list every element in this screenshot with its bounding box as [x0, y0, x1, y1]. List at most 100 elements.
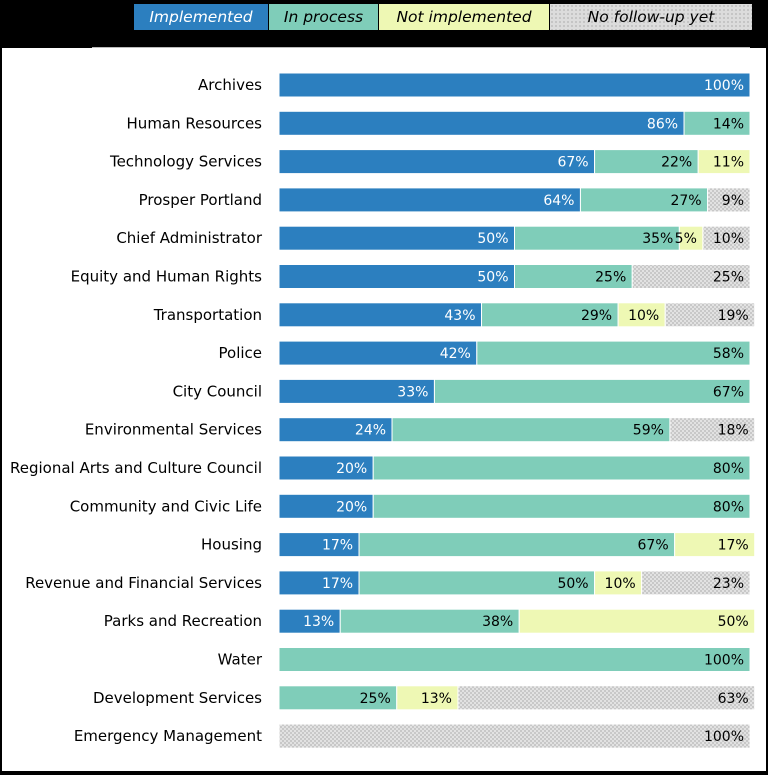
bar-community-and-civic-life-in-process	[372, 493, 751, 519]
bar-parks-and-recreation-not-implemented	[518, 608, 756, 634]
bar-transportation-in-process	[481, 302, 619, 328]
bar-housing-implemented	[278, 532, 360, 558]
bar-housing-in-process	[358, 532, 676, 558]
data-label-technology-services-not-implemented: 11%	[713, 155, 744, 171]
bar-emergency-management-no-follow-up-yet	[278, 723, 751, 749]
data-label-prosper-portland-in-process: 27%	[670, 193, 701, 209]
data-label-development-services-in-process: 25%	[360, 691, 391, 707]
data-label-emergency-management-no-follow-up-yet: 100%	[704, 729, 744, 745]
data-label-parks-and-recreation-not-implemented: 50%	[718, 614, 749, 630]
bar-human-resources-in-process	[683, 110, 751, 136]
data-label-revenue-and-financial-services-implemented: 17%	[322, 576, 353, 592]
data-label-regional-arts-and-culture-council-in-process: 80%	[713, 461, 744, 477]
bar-regional-arts-and-culture-council-implemented	[278, 455, 374, 481]
data-label-development-services-no-follow-up-yet: 63%	[718, 691, 749, 707]
category-label-human-resources: Human Resources	[127, 114, 263, 132]
category-label-parks-and-recreation: Parks and Recreation	[104, 612, 262, 630]
bar-technology-services-implemented	[278, 149, 596, 175]
bar-housing-not-implemented	[674, 532, 756, 558]
legend-item-in-process: In process	[269, 4, 379, 30]
bar-development-services-in-process	[278, 685, 398, 711]
data-label-housing-implemented: 17%	[322, 538, 353, 554]
data-label-transportation-no-follow-up-yet: 19%	[718, 308, 749, 324]
bar-environmental-services-no-follow-up-yet	[669, 417, 756, 443]
category-label-prosper-portland: Prosper Portland	[139, 191, 262, 209]
data-label-equity-and-human-rights-in-process: 25%	[595, 270, 626, 286]
legend-blank-cell	[73, 4, 134, 30]
category-label-environmental-services: Environmental Services	[85, 421, 262, 439]
data-label-human-resources-implemented: 86%	[647, 116, 678, 132]
data-label-water-in-process: 100%	[704, 653, 744, 669]
data-label-revenue-and-financial-services-in-process: 50%	[557, 576, 588, 592]
category-label-archives: Archives	[198, 76, 262, 94]
data-label-community-and-civic-life-implemented: 20%	[336, 499, 367, 515]
data-label-equity-and-human-rights-implemented: 50%	[477, 270, 508, 286]
bar-chief-administrator-implemented	[278, 225, 515, 251]
bar-transportation-implemented	[278, 302, 483, 328]
data-label-transportation-not-implemented: 10%	[628, 308, 659, 324]
bar-parks-and-recreation-in-process	[339, 608, 520, 634]
data-label-environmental-services-in-process: 59%	[633, 423, 664, 439]
bar-environmental-services-implemented	[278, 417, 393, 443]
bar-chief-administrator-in-process	[514, 225, 680, 251]
data-label-prosper-portland-implemented: 64%	[543, 193, 574, 209]
category-label-community-and-civic-life: Community and Civic Life	[70, 497, 262, 515]
legend-item-no-follow-up: No follow-up yet	[550, 4, 752, 30]
data-label-revenue-and-financial-services-not-implemented: 10%	[605, 576, 636, 592]
bar-police-in-process	[476, 340, 751, 366]
data-label-equity-and-human-rights-no-follow-up-yet: 25%	[713, 270, 744, 286]
data-label-chief-administrator-no-follow-up-yet: 10%	[713, 231, 744, 247]
bar-technology-services-in-process	[594, 149, 699, 175]
data-label-chief-administrator-implemented: 50%	[477, 231, 508, 247]
bar-police-implemented	[278, 340, 478, 366]
bar-transportation-no-follow-up-yet	[664, 302, 756, 328]
legend-item-implemented: Implemented	[134, 4, 269, 30]
legend-divider	[92, 47, 750, 48]
chart-panel: Archives 100% Human Resources 86% 14% Technol…	[2, 48, 766, 771]
category-label-emergency-management: Emergency Management	[74, 727, 262, 745]
category-label-transportation: Transportation	[153, 306, 262, 324]
bar-regional-arts-and-culture-council-in-process	[372, 455, 751, 481]
bar-prosper-portland-no-follow-up-yet	[707, 187, 751, 213]
bar-parks-and-recreation-implemented	[278, 608, 341, 634]
bar-technology-services-not-implemented	[697, 149, 751, 175]
data-label-police-implemented: 42%	[440, 346, 471, 362]
data-label-revenue-and-financial-services-no-follow-up-yet: 23%	[713, 576, 744, 592]
data-label-development-services-not-implemented: 13%	[421, 691, 452, 707]
data-label-city-council-in-process: 67%	[713, 384, 744, 400]
data-label-city-council-implemented: 33%	[397, 384, 428, 400]
bar-prosper-portland-implemented	[278, 187, 581, 213]
bar-city-council-implemented	[278, 378, 435, 404]
category-label-chief-administrator: Chief Administrator	[116, 229, 263, 247]
bar-revenue-and-financial-services-not-implemented	[594, 570, 643, 596]
bar-environmental-services-in-process	[391, 417, 671, 443]
category-label-water: Water	[218, 651, 263, 669]
bar-chief-administrator-no-follow-up-yet	[702, 225, 751, 251]
bar-prosper-portland-in-process	[579, 187, 709, 213]
bar-equity-and-human-rights-implemented	[278, 264, 515, 289]
data-label-environmental-services-implemented: 24%	[355, 423, 386, 439]
data-label-environmental-services-no-follow-up-yet: 18%	[718, 423, 749, 439]
data-label-technology-services-implemented: 67%	[557, 155, 588, 171]
bar-archives-implemented	[278, 72, 751, 98]
data-label-chief-administrator-not-implemented: 5%	[675, 231, 697, 247]
category-label-revenue-and-financial-services: Revenue and Financial Services	[25, 574, 262, 592]
data-label-regional-arts-and-culture-council-implemented: 20%	[336, 461, 367, 477]
data-label-housing-in-process: 67%	[638, 538, 669, 554]
category-label-regional-arts-and-culture-council: Regional Arts and Culture Council	[10, 459, 262, 477]
bar-development-services-no-follow-up-yet	[457, 685, 756, 711]
bar-development-services-not-implemented	[396, 685, 459, 711]
data-label-parks-and-recreation-in-process: 38%	[482, 614, 513, 630]
category-label-city-council: City Council	[173, 382, 262, 400]
data-label-parks-and-recreation-implemented: 13%	[303, 614, 334, 630]
category-label-equity-and-human-rights: Equity and Human Rights	[71, 268, 263, 286]
bar-water-in-process	[278, 647, 751, 672]
category-label-development-services: Development Services	[93, 689, 262, 707]
data-label-police-in-process: 58%	[713, 346, 744, 362]
category-label-housing: Housing	[201, 536, 262, 554]
data-label-human-resources-in-process: 14%	[713, 116, 744, 132]
category-label-technology-services: Technology Services	[109, 153, 262, 171]
bar-revenue-and-financial-services-no-follow-up-yet	[641, 570, 751, 596]
data-label-prosper-portland-no-follow-up-yet: 9%	[722, 193, 744, 209]
